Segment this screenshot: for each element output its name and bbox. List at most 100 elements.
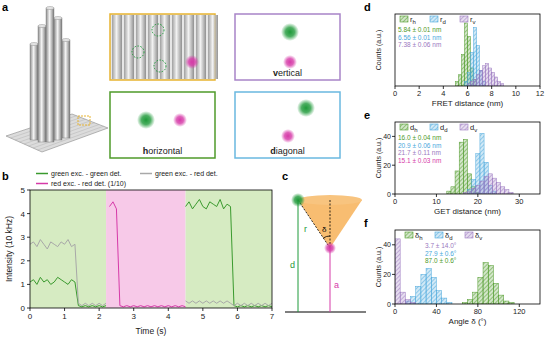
histogram-bar — [426, 268, 431, 304]
x-tick-label: 4 — [166, 312, 171, 321]
histogram-bar — [468, 300, 473, 304]
x-tick-label: 12 — [536, 89, 544, 98]
histogram-bar — [451, 187, 455, 194]
histogram-bar — [463, 139, 467, 194]
x-axis-title: GET distance (nm) — [434, 207, 501, 216]
y-tick — [392, 165, 395, 166]
view-box — [110, 92, 215, 158]
annotation: 5.84 ± 0.01 nm — [398, 26, 441, 33]
red-dye — [173, 113, 187, 127]
origami-helix — [62, 40, 70, 138]
x-tick-label: 4 — [441, 89, 445, 98]
histogram-bar — [484, 177, 488, 194]
legend-swatch — [430, 16, 438, 22]
origami-helix — [38, 26, 46, 142]
zoom-box — [110, 14, 215, 80]
trace — [30, 199, 272, 306]
panel-label: a — [2, 1, 9, 13]
a-label: a — [334, 280, 339, 290]
panel-label: d — [364, 1, 371, 13]
figure: abcdefverticalhorizontaldiagonal01234567… — [0, 0, 546, 339]
histogram-bar — [501, 187, 505, 194]
legend-label: rh — [410, 15, 416, 25]
trace — [30, 240, 272, 306]
helix-top — [62, 39, 70, 42]
x-axis-title: Angle δ (°) — [449, 317, 487, 326]
histogram-bar — [472, 180, 476, 194]
y-tick — [392, 244, 395, 245]
legend-swatch — [460, 16, 468, 22]
histogram-bar — [411, 297, 416, 304]
legend-label: green exc. - red det. — [155, 170, 218, 178]
histogram-bar — [442, 298, 447, 304]
histogram-bar — [474, 79, 477, 86]
legend-label: δd — [445, 231, 453, 241]
y-axis-title: Counts (a.u.) — [375, 30, 383, 70]
view-box — [235, 14, 340, 80]
histogram-bar — [464, 23, 467, 86]
y-tick — [27, 237, 30, 238]
legend-label: dv — [470, 123, 477, 133]
x-tick-label: 10 — [512, 89, 520, 98]
x-tick — [30, 308, 31, 311]
x-tick-label: 0 — [28, 312, 33, 321]
histogram-bar — [480, 70, 483, 86]
y-tick-label: 4 — [21, 210, 26, 219]
histogram-bar — [395, 239, 400, 304]
histogram-bar — [468, 191, 472, 194]
histogram-bar — [483, 263, 488, 304]
panel-label: c — [282, 170, 288, 182]
histogram-bar — [488, 266, 493, 304]
x-tick — [202, 308, 203, 311]
background-region — [30, 190, 106, 308]
distance-r — [298, 200, 330, 248]
histogram-bar — [477, 46, 480, 87]
histogram-bar — [498, 82, 501, 87]
helix-top — [38, 25, 46, 28]
origami-helix — [46, 8, 54, 142]
x-tick-label: 5 — [201, 312, 206, 321]
panel-label: e — [364, 109, 370, 121]
y-tick-label: 0 — [387, 301, 391, 308]
annotation: 20.9 ± 0.06 nm — [398, 142, 441, 149]
histogram-bar — [471, 82, 474, 87]
y-tick-label: 40 — [383, 241, 391, 248]
histogram-bar — [480, 134, 484, 194]
annotation: 3.7 ± 14.0° — [425, 242, 457, 249]
histogram-bar — [474, 28, 477, 87]
y-tick — [27, 190, 30, 191]
frame — [30, 190, 272, 308]
x-axis-title: Time (s) — [136, 326, 167, 336]
x-tick-label: 20 — [474, 197, 482, 206]
annotation: 21.7 ± 0.11 nm — [398, 149, 441, 156]
histogram-bar — [447, 191, 451, 194]
y-tick — [27, 308, 30, 309]
green-dye — [291, 193, 305, 207]
histogram-bar — [497, 182, 501, 194]
y-axis-title: Counts (a.u.) — [375, 138, 383, 178]
histogram-bar — [459, 142, 463, 194]
helix-stripe — [124, 15, 134, 79]
x-tick — [133, 308, 134, 311]
cone — [298, 200, 362, 248]
x-tick — [99, 308, 100, 311]
histogram-bar — [431, 277, 436, 304]
x-tick — [272, 308, 273, 311]
legend-swatch — [140, 173, 152, 175]
cone-axis — [330, 200, 331, 248]
y-tick-label: 40 — [383, 133, 391, 140]
histogram-bar — [499, 295, 504, 304]
histogram-bar — [468, 37, 471, 87]
histogram-bar — [468, 190, 472, 194]
histogram-bar — [476, 154, 480, 194]
zoom-marker — [78, 116, 90, 125]
histogram-bar — [492, 178, 496, 194]
x-tick-label: 1 — [62, 312, 67, 321]
frame — [395, 14, 540, 86]
histogram-bar — [464, 82, 467, 87]
helix-stripe — [208, 15, 218, 79]
legend-label: δh — [415, 231, 423, 241]
plot-area — [395, 239, 514, 304]
background-region — [186, 190, 272, 308]
y-tick-label: 5 — [21, 186, 26, 195]
